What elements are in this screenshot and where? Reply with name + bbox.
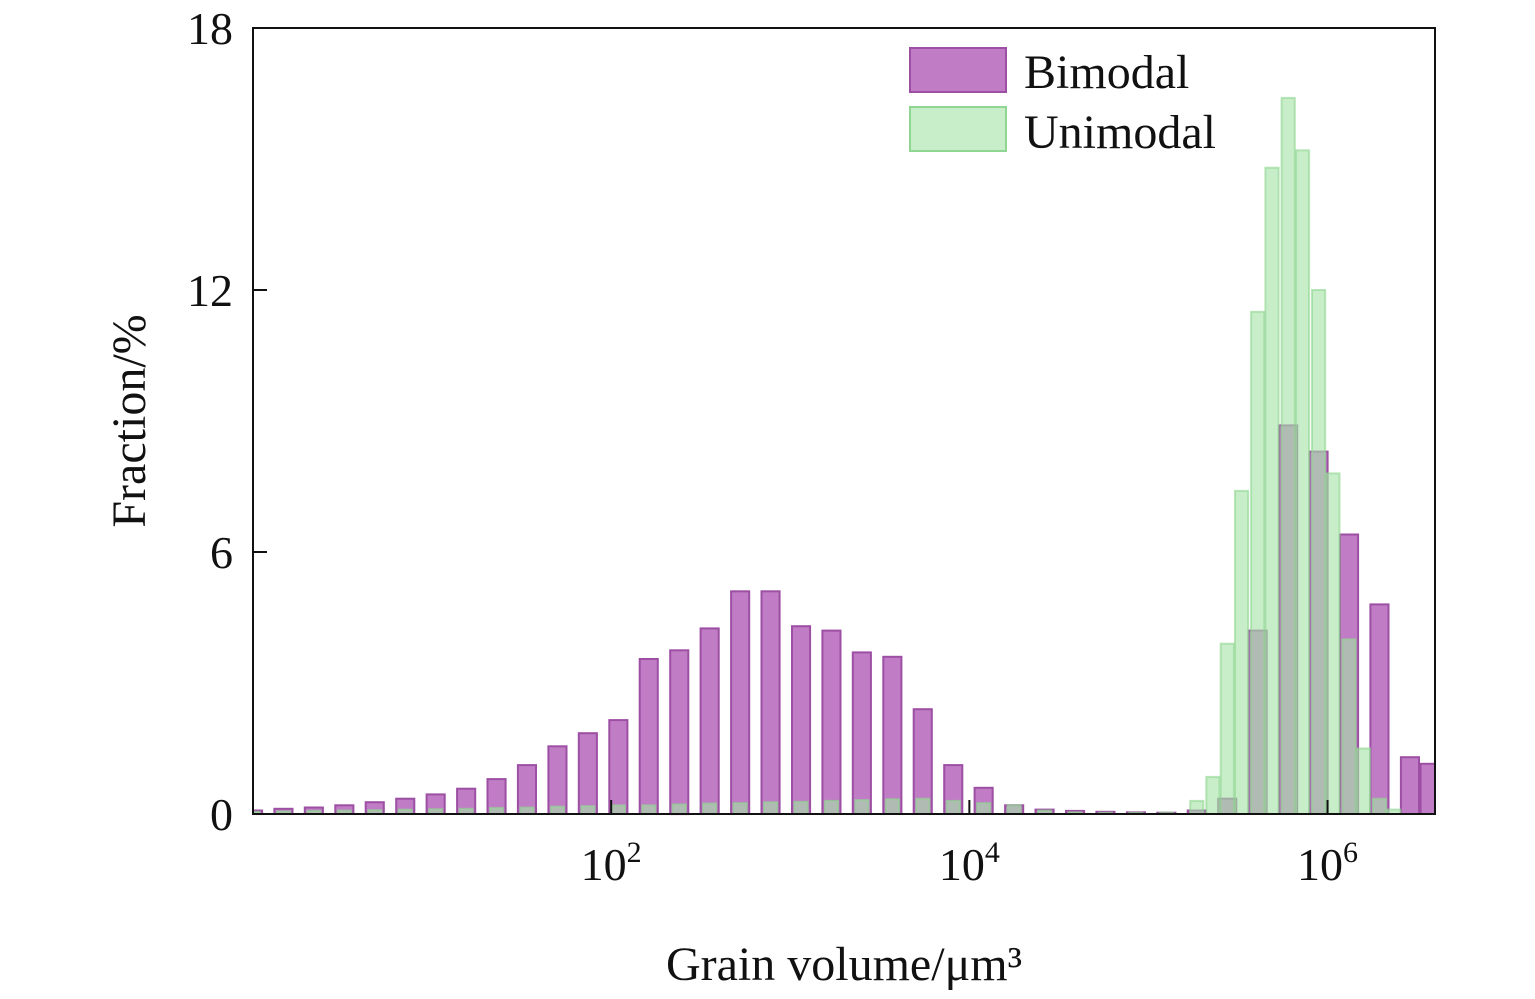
bar-unimodal-40 bbox=[1325, 472, 1341, 815]
y-tick-label-3: 18 bbox=[187, 3, 233, 54]
bar-bimodal-16 bbox=[730, 590, 751, 815]
bar-bimodal-39 bbox=[1419, 762, 1436, 815]
bar-unimodal-39 bbox=[1311, 289, 1327, 815]
bar-bimodal-17 bbox=[760, 590, 781, 815]
x-tick-label-2: 106 bbox=[1297, 836, 1358, 890]
bar-unimodal-41 bbox=[1341, 638, 1357, 815]
y-tick-label-1: 6 bbox=[210, 527, 233, 578]
y-axis-label: Fraction/% bbox=[103, 314, 156, 527]
bar-unimodal-24 bbox=[976, 802, 992, 815]
bar-unimodal-43 bbox=[1371, 797, 1388, 816]
bar-bimodal-37 bbox=[1369, 603, 1390, 816]
bar-unimodal-16 bbox=[732, 802, 748, 815]
legend-swatch-unimodal bbox=[909, 106, 1007, 152]
bar-unimodal-38 bbox=[1294, 149, 1311, 816]
bar-unimodal-33 bbox=[1219, 642, 1235, 816]
bar-bimodal-38 bbox=[1399, 756, 1421, 816]
plot-frame bbox=[252, 27, 1436, 815]
bar-unimodal-17 bbox=[763, 801, 779, 816]
bar-bimodal-13 bbox=[638, 658, 659, 815]
bar-unimodal-21 bbox=[884, 798, 900, 816]
bar-bimodal-11 bbox=[577, 732, 598, 816]
bar-unimodal-32 bbox=[1205, 775, 1221, 816]
y-tick-label-0: 0 bbox=[210, 789, 233, 840]
bar-unimodal-25 bbox=[1006, 804, 1022, 815]
bar-unimodal-34 bbox=[1234, 489, 1250, 815]
bars-layer bbox=[252, 96, 1436, 816]
x-axis-label: Grain volume/μm³ bbox=[666, 938, 1022, 991]
bar-unimodal-22 bbox=[915, 797, 931, 816]
bar-bimodal-15 bbox=[699, 627, 720, 816]
legend: Bimodal Unimodal bbox=[909, 46, 1216, 159]
ticks-layer: 0 6 12 18 102 104 106 bbox=[187, 3, 1358, 890]
y-tick-label-2: 12 bbox=[187, 265, 233, 316]
bar-unimodal-35 bbox=[1250, 310, 1266, 815]
bar-unimodal-18 bbox=[793, 800, 809, 815]
bar-bimodal-14 bbox=[669, 649, 690, 816]
bar-unimodal-42 bbox=[1355, 747, 1372, 815]
bar-unimodal-11 bbox=[580, 805, 596, 815]
bar-bimodal-10 bbox=[547, 745, 568, 815]
bar-unimodal-15 bbox=[702, 802, 718, 815]
x-tick-label-1: 104 bbox=[939, 836, 1000, 890]
bar-unimodal-36 bbox=[1264, 166, 1280, 815]
bar-unimodal-37 bbox=[1280, 96, 1296, 815]
bar-bimodal-21 bbox=[882, 655, 903, 815]
bar-bimodal-20 bbox=[851, 651, 872, 816]
bar-unimodal-10 bbox=[549, 805, 566, 815]
bar-bimodal-12 bbox=[608, 719, 629, 815]
bar-unimodal-14 bbox=[671, 803, 687, 816]
bar-unimodal-13 bbox=[641, 804, 657, 815]
x-tick-label-0: 102 bbox=[581, 836, 642, 890]
legend-label-bimodal: Bimodal bbox=[1024, 46, 1189, 99]
bar-unimodal-23 bbox=[945, 799, 961, 816]
bar-unimodal-12 bbox=[610, 804, 626, 815]
bar-bimodal-18 bbox=[791, 625, 812, 816]
bar-bimodal-19 bbox=[821, 629, 842, 815]
bar-unimodal-19 bbox=[823, 799, 840, 816]
bar-unimodal-20 bbox=[854, 799, 870, 815]
legend-swatch-bimodal bbox=[909, 47, 1007, 93]
bar-unimodal-31 bbox=[1189, 799, 1205, 816]
legend-label-unimodal: Unimodal bbox=[1024, 106, 1216, 159]
